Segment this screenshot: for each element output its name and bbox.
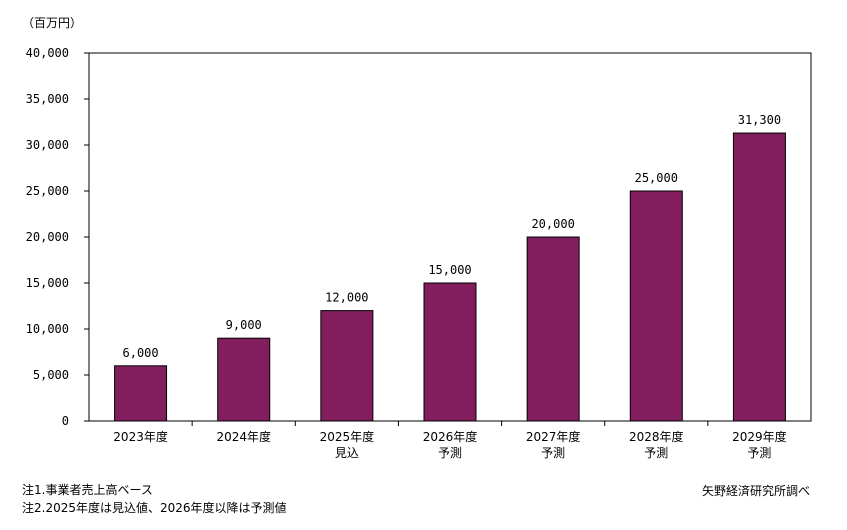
footnote-1: 注1.事業者売上高ベース: [22, 483, 153, 497]
bar: [629, 190, 683, 422]
bar: [732, 132, 786, 422]
footnote-2: 注2.2025年度は見込値、2026年度以降は予測値: [22, 501, 287, 515]
source-credit: 矢野経済研究所調べ: [701, 484, 810, 498]
x-tick-label: 予測: [541, 446, 565, 460]
x-tick-label: 見込: [335, 446, 359, 460]
x-tick-label: 2029年度: [732, 429, 787, 444]
data-label: 25,000: [635, 171, 678, 185]
x-tick-label: 2027年度: [526, 429, 581, 444]
y-tick-label: 40,000: [26, 46, 69, 60]
data-label: 6,000: [123, 346, 159, 360]
y-axis-unit-label: （百万円）: [22, 16, 83, 30]
x-tick-label: 2028年度: [629, 429, 684, 444]
bar: [423, 282, 477, 422]
data-label: 12,000: [325, 291, 368, 305]
data-label: 9,000: [226, 318, 262, 332]
data-label: 20,000: [531, 217, 574, 231]
y-tick-label: 15,000: [26, 276, 69, 290]
y-tick-label: 0: [62, 414, 69, 428]
y-tick-label: 20,000: [26, 230, 69, 244]
x-tick-label: 2024年度: [216, 429, 271, 444]
x-tick-label: 予測: [644, 446, 668, 460]
y-tick-label: 10,000: [26, 322, 69, 336]
y-tick-label: 30,000: [26, 138, 69, 152]
y-tick-label: 35,000: [26, 92, 69, 106]
x-tick-label: 2023年度: [113, 429, 168, 444]
x-tick-label: 2026年度: [423, 429, 478, 444]
x-tick-label: 2025年度: [320, 429, 375, 444]
bar: [320, 310, 374, 422]
x-tick-label: 予測: [747, 446, 771, 460]
y-tick-label: 25,000: [26, 184, 69, 198]
data-label: 15,000: [428, 263, 471, 277]
x-tick-label: 予測: [438, 446, 462, 460]
data-label: 31,300: [738, 113, 781, 127]
bar-chart: 0 5,000 10,000 15,000 20,000 25,000 30,000 35,0…: [26, 46, 812, 460]
bar: [114, 365, 168, 422]
bar: [217, 337, 271, 422]
bar: [526, 236, 580, 422]
y-tick-label: 5,000: [33, 368, 69, 382]
